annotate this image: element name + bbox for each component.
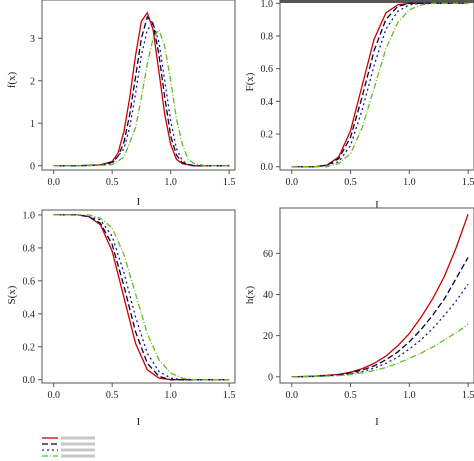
plot-frame bbox=[41, 209, 236, 384]
x-tick-label: 0.0 bbox=[47, 390, 60, 401]
x-tick-label: 1.5 bbox=[462, 177, 474, 188]
legend-label-2 bbox=[61, 442, 95, 446]
y-tick-label: 0.0 bbox=[261, 162, 274, 173]
x-tick-label: 0.0 bbox=[286, 177, 299, 188]
x-tick-label: 1.5 bbox=[223, 390, 236, 401]
x-tick-label: 0.0 bbox=[286, 390, 299, 401]
y-tick-label: 0.4 bbox=[261, 97, 274, 108]
plot-frame bbox=[279, 0, 474, 171]
x-tick-label: 1.0 bbox=[403, 177, 416, 188]
x-tick-label: 0.0 bbox=[47, 177, 60, 188]
x-tick-label: 1.0 bbox=[164, 390, 177, 401]
x-axis-label: I bbox=[375, 416, 379, 428]
y-tick-label: 1.0 bbox=[23, 210, 36, 221]
series-line-3 bbox=[53, 22, 230, 167]
series-line-2 bbox=[291, 257, 469, 378]
legend-label-3 bbox=[61, 448, 95, 452]
y-tick-label: 3 bbox=[30, 34, 35, 45]
series-line-2 bbox=[53, 15, 230, 167]
plot-top-border bbox=[280, 0, 474, 3]
series-line-4 bbox=[291, 323, 469, 378]
plot-frame bbox=[279, 207, 474, 384]
chart-panel-top-left: 0.0 0.5 1.0 1.5 0 1 2 3 If(x) bbox=[6, 0, 236, 208]
series-line-1 bbox=[53, 214, 230, 381]
chart-panel-bottom-left: 0.0 0.5 1.0 1.5 0.0 0.2 0.4 0.6 0.8 1.0 I S(x) bbox=[6, 209, 236, 428]
x-tick-label: 0.5 bbox=[344, 177, 357, 188]
y-tick-label: 2 bbox=[30, 76, 35, 87]
series-line-1 bbox=[291, 2, 469, 168]
y-tick-label: 0.8 bbox=[23, 243, 36, 254]
series-line-2 bbox=[53, 214, 230, 381]
y-axis-label: S(x) bbox=[6, 285, 18, 304]
series-line-3 bbox=[291, 2, 469, 168]
y-tick-label: 1.0 bbox=[261, 0, 274, 10]
x-tick-label: 0.5 bbox=[106, 390, 119, 401]
series-line-1 bbox=[291, 213, 469, 378]
y-tick-label: 0.6 bbox=[261, 64, 274, 75]
series-line-4 bbox=[53, 28, 230, 167]
y-tick-label: 0.0 bbox=[23, 375, 36, 386]
y-tick-label: 0.4 bbox=[23, 309, 36, 320]
y-tick-label: 60 bbox=[263, 249, 273, 260]
legend-label-4 bbox=[61, 454, 95, 458]
y-axis-label: h(x) bbox=[244, 286, 256, 305]
y-tick-label: 20 bbox=[263, 331, 273, 342]
chart-panel-bottom-right: 0.0 0.5 1.0 1.5 0 20 40 60 Ih(x) bbox=[244, 207, 474, 428]
y-axis-label: f(x) bbox=[6, 71, 18, 88]
series-line-1 bbox=[53, 11, 230, 167]
x-tick-label: 0.5 bbox=[344, 390, 357, 401]
legend bbox=[42, 436, 95, 458]
series-line-4 bbox=[291, 2, 469, 168]
chart-panel-top-right: 0.0 0.5 1.0 1.5 0.0 0.2 0.4 0.6 0.8 1.0 I F(x) bbox=[244, 0, 474, 211]
y-tick-label: 0.8 bbox=[261, 31, 274, 42]
x-tick-label: 1.5 bbox=[223, 177, 236, 188]
series-line-3 bbox=[53, 214, 230, 381]
series-line-4 bbox=[53, 214, 230, 381]
x-axis-label: I bbox=[137, 196, 141, 208]
y-tick-label: 0.2 bbox=[23, 342, 36, 353]
y-tick-label: 0.6 bbox=[23, 276, 36, 287]
legend-label-1 bbox=[61, 436, 95, 440]
x-tick-label: 0.5 bbox=[106, 177, 119, 188]
series-line-2 bbox=[291, 2, 469, 168]
y-tick-label: 0 bbox=[268, 372, 273, 383]
x-tick-label: 1.0 bbox=[164, 177, 177, 188]
x-axis-label: I bbox=[375, 199, 379, 211]
y-tick-label: 40 bbox=[263, 290, 273, 301]
x-tick-label: 1.0 bbox=[403, 390, 416, 401]
plot-frame bbox=[41, 0, 236, 171]
x-tick-label: 1.5 bbox=[462, 390, 474, 401]
y-tick-label: 0 bbox=[30, 161, 35, 172]
y-tick-label: 1 bbox=[30, 119, 35, 130]
x-axis-label: I bbox=[137, 416, 141, 428]
y-tick-label: 0.2 bbox=[261, 130, 274, 141]
y-axis-label: F(x) bbox=[244, 72, 256, 91]
